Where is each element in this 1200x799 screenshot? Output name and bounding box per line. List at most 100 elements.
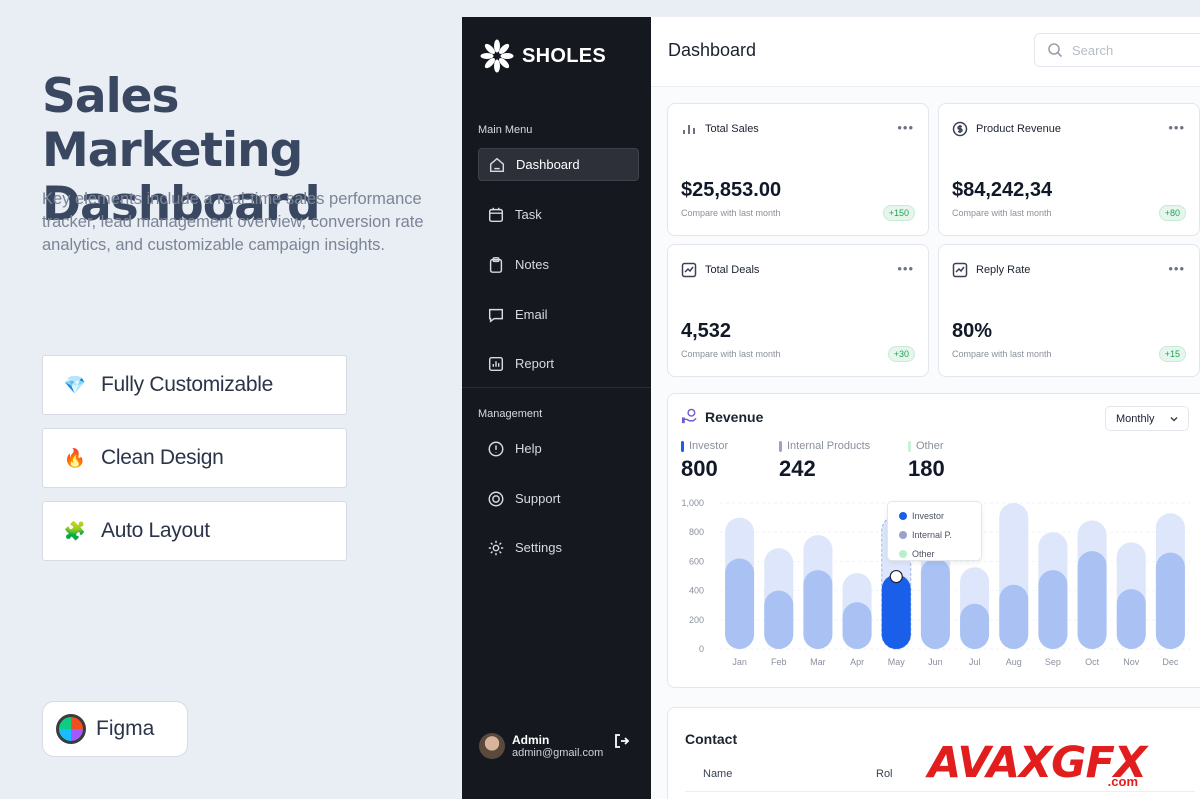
stat-card-product-revenue: Product Revenue ••• $84,242,34 Compare w… xyxy=(938,103,1200,236)
legend-label: Internal Products xyxy=(787,440,871,452)
sidebar: SHOLES Main Menu Dashboard Task Notes Em… xyxy=(462,17,651,799)
figma-badge: Figma xyxy=(42,701,188,757)
revenue-bar-chart[interactable]: 0 200 400 600 800 1,000 Jan Feb Mar Apr May Jun Jul A… xyxy=(668,489,1200,679)
x-tick-label: Nov xyxy=(1123,657,1140,667)
bar-investor xyxy=(803,570,833,649)
dollar-circle-icon xyxy=(952,121,968,137)
sidebar-item-help[interactable]: Help xyxy=(478,432,639,465)
feature-card-customizable: 💎 Fully Customizable xyxy=(42,355,347,415)
sidebar-item-label: Notes xyxy=(515,257,549,272)
legend-label: Other xyxy=(916,440,944,452)
bar-chart-icon xyxy=(488,356,504,371)
gear-icon xyxy=(488,540,504,555)
sidebar-item-label: Email xyxy=(515,307,548,322)
stat-title: Reply Rate xyxy=(976,264,1031,276)
tooltip-dot xyxy=(899,530,907,539)
sidebar-item-label: Settings xyxy=(515,540,562,555)
x-tick-label: Sep xyxy=(1045,657,1061,667)
diamond-icon: 💎 xyxy=(63,374,87,395)
column-header-name[interactable]: Name xyxy=(703,768,733,780)
fire-icon: 🔥 xyxy=(63,447,87,468)
sidebar-item-support[interactable]: Support xyxy=(478,482,639,515)
bar-investor xyxy=(725,558,755,649)
bar-investor xyxy=(999,584,1029,649)
feature-card-auto-layout: 🧩 Auto Layout xyxy=(42,501,347,561)
user-profile[interactable]: Admin admin@gmail.com xyxy=(479,733,639,759)
y-tick-label: 0 xyxy=(699,644,704,654)
promo-description: Key elements include a real-time sales p… xyxy=(42,190,424,254)
logout-icon[interactable] xyxy=(614,733,630,749)
user-name: Admin xyxy=(512,733,550,747)
legend-label: Investor xyxy=(689,440,729,452)
more-options-icon[interactable]: ••• xyxy=(897,261,914,276)
search-input[interactable] xyxy=(1072,42,1172,58)
column-header-role[interactable]: Rol xyxy=(876,768,893,780)
avatar xyxy=(479,733,505,759)
feature-label: Fully Customizable xyxy=(101,373,273,396)
sidebar-item-label: Support xyxy=(515,491,561,506)
watermark-text: AVAXGFX xyxy=(928,738,1147,788)
sidebar-item-task[interactable]: Task xyxy=(478,198,639,231)
period-select[interactable]: Monthly xyxy=(1105,406,1189,431)
bar-investor xyxy=(1116,589,1146,649)
chevron-down-icon xyxy=(1170,416,1178,422)
figma-logo-icon xyxy=(56,714,86,744)
sidebar-item-label: Help xyxy=(515,441,542,456)
stat-value: 80% xyxy=(952,320,993,342)
more-options-icon[interactable]: ••• xyxy=(897,120,914,135)
brand-name: SHOLES xyxy=(522,44,607,67)
feature-label: Clean Design xyxy=(101,446,224,469)
sidebar-item-notes[interactable]: Notes xyxy=(478,248,639,281)
sidebar-item-dashboard[interactable]: Dashboard xyxy=(478,148,639,181)
revenue-panel: Revenue Monthly Investor 800 Internal Pr… xyxy=(667,393,1200,688)
bar-investor xyxy=(1077,551,1107,649)
stat-card-reply-rate: Reply Rate ••• 80% Compare with last mon… xyxy=(938,244,1200,377)
calendar-icon xyxy=(488,207,504,222)
x-tick-label: Apr xyxy=(850,657,864,667)
bar-chart-icon xyxy=(683,125,695,134)
chart-tooltip: Investor Internal P. Other xyxy=(887,501,982,561)
legend-swatch xyxy=(908,440,911,452)
contact-panel: Contact Name Rol xyxy=(667,707,1200,799)
y-tick-label: 800 xyxy=(689,527,704,537)
sidebar-item-email[interactable]: Email xyxy=(478,298,639,331)
user-email: admin@gmail.com xyxy=(512,747,604,759)
feature-label: Auto Layout xyxy=(101,519,210,542)
revenue-title: Revenue xyxy=(681,408,763,425)
brand[interactable]: SHOLES xyxy=(480,39,606,73)
cursor-hand-icon xyxy=(889,569,903,584)
stat-title: Product Revenue xyxy=(976,123,1061,135)
tooltip-label: Other xyxy=(912,548,935,559)
stat-title: Total Sales xyxy=(705,123,759,135)
stat-compare: Compare with last month xyxy=(681,208,781,218)
sidebar-item-report[interactable]: Report xyxy=(478,347,639,380)
main-menu-label: Main Menu xyxy=(478,124,533,136)
home-icon xyxy=(489,157,505,172)
x-tick-label: Mar xyxy=(810,657,826,667)
contact-table-header: Name Rol xyxy=(685,762,1195,792)
stat-card-total-sales: Total Sales ••• $25,853.00 Compare with … xyxy=(667,103,929,236)
x-tick-label: Aug xyxy=(1006,657,1022,667)
stat-compare: Compare with last month xyxy=(952,349,1052,359)
legend-swatch xyxy=(681,440,684,452)
legend-internal-products: Internal Products 242 xyxy=(779,440,870,482)
contact-title: Contact xyxy=(685,731,738,747)
sidebar-item-settings[interactable]: Settings xyxy=(478,531,639,564)
more-options-icon[interactable]: ••• xyxy=(1168,261,1185,276)
lifebuoy-icon xyxy=(488,491,504,506)
stat-value: $25,853.00 xyxy=(681,179,782,201)
tooltip-label: Investor xyxy=(912,510,945,521)
period-value: Monthly xyxy=(1116,412,1155,425)
main-content: Dashboard Total Sales ••• $25,853.00 Com… xyxy=(651,17,1200,799)
revenue-title-text: Revenue xyxy=(705,408,764,425)
bar-investor xyxy=(881,574,911,649)
legend-other: Other 180 xyxy=(908,440,945,482)
sidebar-item-label: Task xyxy=(515,207,542,222)
puzzle-icon: 🧩 xyxy=(63,520,87,541)
tooltip-label: Internal P. xyxy=(912,529,952,540)
search-box[interactable] xyxy=(1034,33,1200,67)
y-tick-label: 1,000 xyxy=(681,498,704,508)
more-options-icon[interactable]: ••• xyxy=(1168,120,1185,135)
trend-chart-icon xyxy=(681,262,697,278)
bar-investor xyxy=(764,590,794,649)
